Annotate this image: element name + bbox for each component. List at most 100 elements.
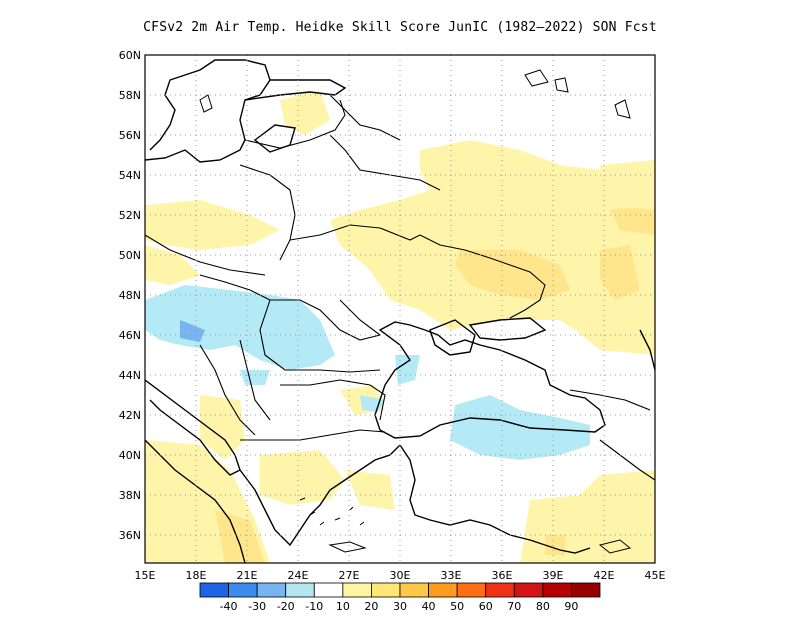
lon-tick-label: 45E xyxy=(645,569,666,582)
colorbar-swatch xyxy=(571,582,601,598)
lake-ne3 xyxy=(614,99,631,119)
shade-hungary-romania-blue xyxy=(145,285,335,370)
lon-tick-label: 30E xyxy=(390,569,411,582)
lon-tick-label: 39E xyxy=(543,569,564,582)
lon-tick-label: 27E xyxy=(339,569,360,582)
lat-tick-label: 36N xyxy=(119,529,141,542)
crete xyxy=(328,541,367,553)
caspian-coast xyxy=(639,329,656,371)
shade-russia-east xyxy=(600,245,640,300)
border-belarus-ukraine xyxy=(289,224,421,241)
colorbar-swatch xyxy=(485,582,515,598)
lat-tick-label: 58N xyxy=(119,89,141,102)
greece-coast xyxy=(239,444,401,547)
lat-tick-label: 46N xyxy=(119,329,141,342)
gotland xyxy=(199,94,213,113)
border-russia-georgia xyxy=(569,389,651,411)
colorbar-swatch xyxy=(399,582,429,598)
chart-title: CFSv2 2m Air Temp. Heidke Skill Score Ju… xyxy=(143,20,657,35)
turkey-aegean-coast xyxy=(399,444,546,546)
border-poland-west xyxy=(144,234,266,276)
lat-tick-label: 48N xyxy=(119,289,141,302)
shade-balkan xyxy=(200,395,245,460)
shade-ukraine-russia xyxy=(330,140,655,355)
shade-blacksea-blue xyxy=(450,395,590,460)
colorbar-label: 40 xyxy=(422,600,436,613)
riga-coast xyxy=(253,124,296,153)
shade-ne-corner xyxy=(600,160,655,210)
gridlines xyxy=(145,55,655,563)
colorbar-label: 20 xyxy=(364,600,378,613)
border-romania-south xyxy=(259,299,381,373)
border-baltics xyxy=(244,99,346,149)
shade-aegean xyxy=(345,470,395,510)
shade-croatia-blue xyxy=(180,320,205,342)
colorbar-swatch xyxy=(371,582,401,598)
lat-tick-label: 60N xyxy=(119,49,141,62)
border-bulgaria xyxy=(280,379,386,421)
lat-tick-label: 40N xyxy=(119,449,141,462)
colorbar xyxy=(199,582,601,598)
colorbar-swatch xyxy=(285,582,315,598)
lon-tick-label: 21E xyxy=(237,569,258,582)
colorbar-swatch xyxy=(428,582,458,598)
border-belarus-russia xyxy=(329,134,441,191)
lat-tick-label: 44N xyxy=(119,369,141,382)
turkey-south-coast xyxy=(544,544,591,554)
colorbar-label: 80 xyxy=(536,600,550,613)
border-serbia xyxy=(239,339,271,421)
shade-russia-east2 xyxy=(610,205,655,235)
colorbar-label: -10 xyxy=(305,600,323,613)
coastlines-layer xyxy=(144,59,656,564)
lat-tick-label: 54N xyxy=(119,169,141,182)
shade-italy-core xyxy=(215,510,265,563)
lon-tick-labels: 15E 18E 21E 24E 27E 30E 33E 36E 39E 42E 45E xyxy=(135,569,666,582)
colorbar-swatch xyxy=(456,582,487,598)
baltic-coast xyxy=(144,59,271,163)
lat-tick-label: 42N xyxy=(119,409,141,422)
lat-tick-label: 52N xyxy=(119,209,141,222)
border-north xyxy=(329,94,401,141)
border-balkan-west xyxy=(199,344,256,436)
colorbar-label: 70 xyxy=(507,600,521,613)
plot-frame xyxy=(144,54,656,564)
shade-serbia-blue xyxy=(240,370,270,385)
lon-tick-label: 24E xyxy=(288,569,309,582)
colorbar-swatch xyxy=(199,582,229,598)
lon-tick-label: 18E xyxy=(186,569,207,582)
shade-blacksea-west-blue xyxy=(395,355,420,385)
colorbar-swatch xyxy=(342,582,372,598)
skill-shading-layer xyxy=(145,90,655,563)
lon-tick-label: 36E xyxy=(492,569,513,582)
aegean-islands xyxy=(299,497,365,526)
crimea-coast xyxy=(429,319,476,356)
shade-ukraine-core xyxy=(455,250,570,300)
colorbar-swatch xyxy=(256,582,287,598)
colorbar-swatch xyxy=(513,582,544,598)
colorbar-labels: -40 -30 -20 -10 10 20 30 40 50 60 70 80 90 xyxy=(220,600,579,613)
cyprus xyxy=(598,539,632,554)
colorbar-label: -20 xyxy=(277,600,295,613)
lon-tick-label: 42E xyxy=(594,569,615,582)
lat-tick-label: 50N xyxy=(119,249,141,262)
colorbar-label: 90 xyxy=(564,600,578,613)
shade-greece xyxy=(260,450,345,505)
border-turkey-east xyxy=(599,439,656,481)
shade-baltic xyxy=(280,90,330,135)
colorbar-label: -30 xyxy=(248,600,266,613)
colorbar-swatch xyxy=(542,582,572,598)
azov-coast xyxy=(468,317,547,341)
lake-ne xyxy=(524,69,549,87)
lat-tick-label: 38N xyxy=(119,489,141,502)
lon-tick-label: 15E xyxy=(135,569,156,582)
lat-tick-labels: 60N 58N 56N 54N 52N 50N 48N 46N 44N 42N 40N 38N 36N xyxy=(119,49,141,542)
lat-tick-label: 56N xyxy=(119,129,141,142)
shade-bulgaria-blue xyxy=(360,395,385,412)
shade-turkey-core xyxy=(545,535,565,555)
colorbar-swatch xyxy=(228,582,258,598)
islands-layer xyxy=(199,69,632,554)
black-sea-coast xyxy=(374,321,606,439)
border-romania xyxy=(270,299,381,341)
colorbar-label: 50 xyxy=(450,600,464,613)
